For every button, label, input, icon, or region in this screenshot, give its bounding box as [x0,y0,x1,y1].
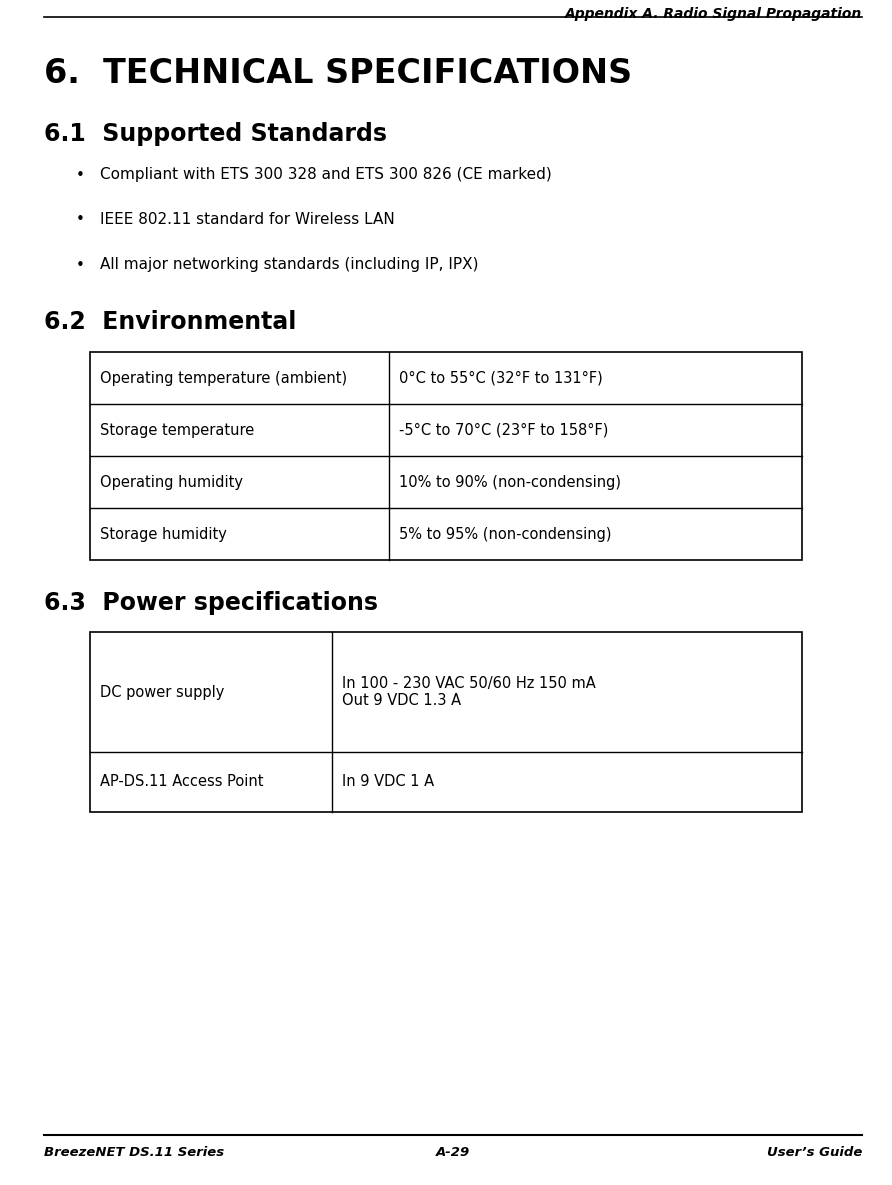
Text: •: • [76,257,85,273]
Text: Appendix A. Radio Signal Propagation: Appendix A. Radio Signal Propagation [565,7,862,21]
Text: 5% to 95% (non-condensing): 5% to 95% (non-condensing) [399,526,612,542]
Text: •: • [76,167,85,182]
Bar [90,352,802,561]
Text: In 100 - 230 VAC 50/60 Hz 150 mA
Out 9 VDC 1.3 A: In 100 - 230 VAC 50/60 Hz 150 mA Out 9 V… [342,675,596,709]
Text: AP-DS.11 Access Point: AP-DS.11 Access Point [100,775,263,789]
Text: 6.  TECHNICAL SPECIFICATIONS: 6. TECHNICAL SPECIFICATIONS [44,57,632,90]
Text: 6.3  Power specifications: 6.3 Power specifications [44,591,378,615]
Text: 0°C to 55°C (32°F to 131°F): 0°C to 55°C (32°F to 131°F) [399,371,603,385]
Text: Storage temperature: Storage temperature [100,423,254,437]
Text: 10% to 90% (non-condensing): 10% to 90% (non-condensing) [399,474,621,489]
Text: Storage humidity: Storage humidity [100,526,227,542]
Text: BreezeNET DS.11 Series: BreezeNET DS.11 Series [44,1147,224,1159]
Text: •: • [76,212,85,228]
Text: 6.1  Supported Standards: 6.1 Supported Standards [44,122,387,146]
Text: A-29: A-29 [436,1147,470,1159]
Text: All major networking standards (including IP, IPX): All major networking standards (includin… [100,257,478,273]
Text: Operating humidity: Operating humidity [100,474,243,489]
Text: In 9 VDC 1 A: In 9 VDC 1 A [342,775,434,789]
Text: Compliant with ETS 300 328 and ETS 300 826 (CE marked): Compliant with ETS 300 328 and ETS 300 8… [100,167,552,182]
Text: Operating temperature (ambient): Operating temperature (ambient) [100,371,347,385]
Text: User’s Guide: User’s Guide [766,1147,862,1159]
Bar [90,632,802,812]
Text: -5°C to 70°C (23°F to 158°F): -5°C to 70°C (23°F to 158°F) [399,423,608,437]
Text: IEEE 802.11 standard for Wireless LAN: IEEE 802.11 standard for Wireless LAN [100,212,395,228]
Text: 6.2  Environmental: 6.2 Environmental [44,310,296,334]
Text: DC power supply: DC power supply [100,685,225,699]
